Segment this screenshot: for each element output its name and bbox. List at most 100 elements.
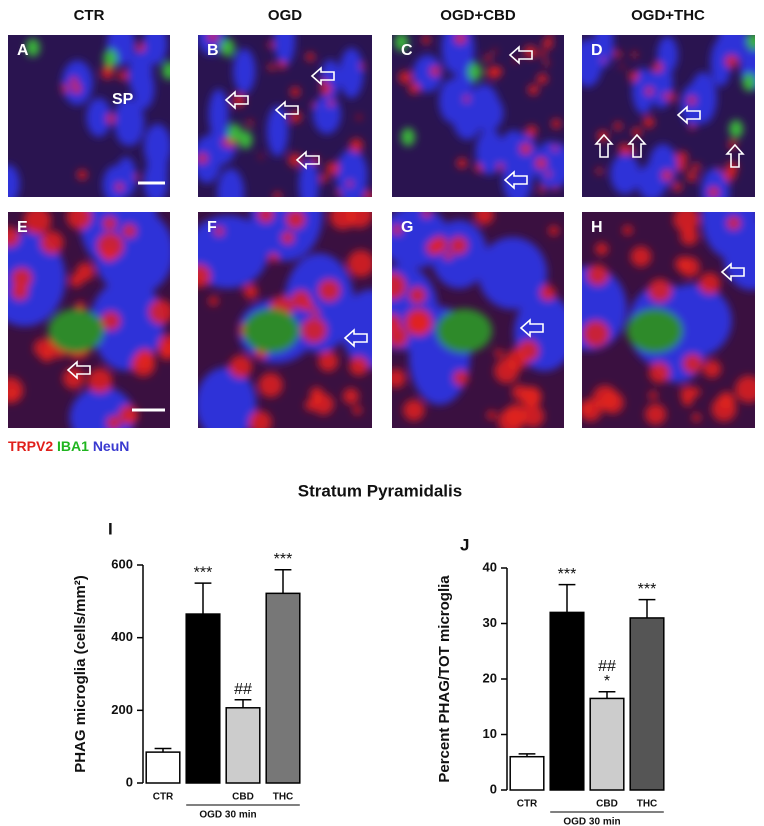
nucleus <box>475 128 504 175</box>
trpv2 <box>552 145 558 152</box>
micrograph <box>198 35 372 197</box>
microglia <box>220 38 235 57</box>
trpv2 <box>474 212 494 225</box>
significance: *** <box>194 564 213 581</box>
bar <box>185 613 221 784</box>
trpv2 <box>494 358 519 384</box>
trpv2 <box>587 264 609 286</box>
trpv2 <box>273 191 282 197</box>
trpv2 <box>492 49 498 54</box>
micrograph-stain <box>8 35 170 197</box>
trpv2 <box>291 290 311 310</box>
microglia <box>103 49 118 68</box>
arrow <box>66 360 91 380</box>
trpv2 <box>453 370 469 386</box>
trpv2 <box>342 388 360 405</box>
micrograph <box>198 212 372 428</box>
nucleus <box>143 123 170 170</box>
nucleus <box>478 237 548 310</box>
arrow <box>295 150 320 170</box>
trpv2 <box>676 161 688 172</box>
nucleus <box>723 221 755 291</box>
nucleus <box>498 130 530 179</box>
nucleus <box>205 128 237 165</box>
trpv2 <box>456 158 468 169</box>
micrograph-stain <box>582 212 755 425</box>
nucleus <box>143 35 168 65</box>
trpv2 <box>540 285 556 301</box>
trpv2 <box>687 96 697 105</box>
trpv2 <box>487 410 497 420</box>
micrograph-stain <box>394 35 564 197</box>
trpv2 <box>614 50 622 58</box>
trpv2 <box>630 246 652 267</box>
trpv2 <box>449 236 468 255</box>
trpv2 <box>601 57 606 63</box>
microglia <box>467 62 482 81</box>
legend-entry: IBA1 <box>57 438 89 454</box>
trpv2 <box>148 299 170 325</box>
trpv2 <box>551 118 562 129</box>
trpv2 <box>672 182 683 192</box>
nucleus <box>116 99 145 147</box>
nucleus <box>298 159 319 197</box>
microglia <box>394 35 409 52</box>
trpv2 <box>536 73 548 85</box>
significance: *** <box>558 566 577 583</box>
trpv2 <box>680 227 699 246</box>
trpv2 <box>87 368 113 394</box>
bar <box>225 707 261 784</box>
group-label: OGD 30 min <box>199 810 256 821</box>
nucleus <box>335 148 368 197</box>
trpv2 <box>96 232 124 260</box>
column-title: OGD+THC <box>631 7 705 24</box>
trpv2 <box>288 153 302 167</box>
trpv2 <box>618 143 631 155</box>
trpv2 <box>661 93 667 99</box>
trpv2 <box>667 92 677 102</box>
trpv2 <box>335 190 342 196</box>
trpv2 <box>11 283 29 301</box>
significance: *** <box>274 551 293 568</box>
nucleus <box>208 88 229 140</box>
nucleus <box>198 35 225 56</box>
group-label: OGD 30 min <box>563 817 620 826</box>
trpv2 <box>643 116 655 128</box>
trpv2 <box>304 399 317 412</box>
trpv2 <box>305 52 315 62</box>
trpv2 <box>229 355 253 379</box>
trpv2 <box>421 35 431 45</box>
trpv2 <box>673 212 700 233</box>
trpv2 <box>735 375 755 403</box>
nucleus <box>441 35 466 73</box>
y-tick-label: 400 <box>111 629 133 644</box>
trpv2 <box>158 334 170 357</box>
trpv2 <box>134 174 140 180</box>
y-tick-label: 200 <box>111 702 133 717</box>
trpv2 <box>198 264 211 288</box>
trpv2 <box>497 163 504 170</box>
y-tick-label: 40 <box>483 559 497 574</box>
nucleus <box>610 153 640 195</box>
trpv2 <box>352 405 362 415</box>
trpv2 <box>539 50 547 58</box>
trpv2 <box>520 143 532 155</box>
panel-label: I <box>108 519 113 538</box>
panel-label: A <box>17 42 29 59</box>
trpv2 <box>346 180 353 187</box>
trpv2 <box>76 169 88 180</box>
micrographs <box>8 35 755 428</box>
trpv2 <box>207 35 218 42</box>
trpv2 <box>102 216 117 231</box>
trpv2 <box>645 403 667 425</box>
nucleus <box>132 68 155 110</box>
trpv2 <box>286 212 306 229</box>
significance: * <box>604 673 610 690</box>
legend-entry: NeuN <box>93 438 130 454</box>
trpv2 <box>408 286 426 304</box>
trpv2 <box>349 356 369 376</box>
trpv2 <box>398 70 412 85</box>
arrow <box>274 100 299 120</box>
trpv2 <box>40 230 64 255</box>
trpv2 <box>484 54 492 62</box>
